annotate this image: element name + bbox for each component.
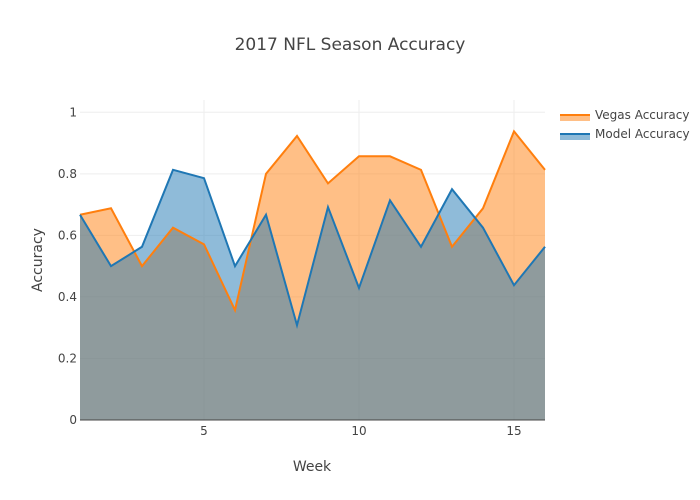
y-tick-label: 0 xyxy=(69,413,77,427)
legend-label: Model Accuracy xyxy=(595,127,690,141)
x-tick-label: 15 xyxy=(506,424,521,438)
x-axis-title: Week xyxy=(293,459,332,475)
legend-item[interactable]: Model Accuracy xyxy=(560,127,690,141)
legend-label: Vegas Accuracy xyxy=(595,108,689,122)
chart-title: 2017 NFL Season Accuracy xyxy=(235,35,466,55)
y-axis-title: Accuracy xyxy=(30,228,46,292)
y-tick-label: 1 xyxy=(69,105,77,119)
axis-layer: 00.20.40.60.815 10 15 xyxy=(58,105,545,438)
y-tick-label: 0.6 xyxy=(58,228,77,242)
x-tick-label: 10 xyxy=(351,424,366,438)
area-layer xyxy=(80,131,545,420)
y-tick-label: 0.2 xyxy=(58,351,77,365)
line-layer xyxy=(79,129,546,330)
y-tick-label: 0.4 xyxy=(58,290,77,304)
legend-swatch xyxy=(560,134,590,140)
legend: Vegas Accuracy Model Accuracy xyxy=(560,108,690,141)
series-line-1 xyxy=(79,168,546,330)
legend-swatch xyxy=(560,115,590,121)
series-line-0 xyxy=(79,129,546,314)
y-tick-label: 0.8 xyxy=(58,167,77,181)
legend-item[interactable]: Vegas Accuracy xyxy=(560,108,689,122)
x-tick-label: 5 xyxy=(200,424,208,438)
